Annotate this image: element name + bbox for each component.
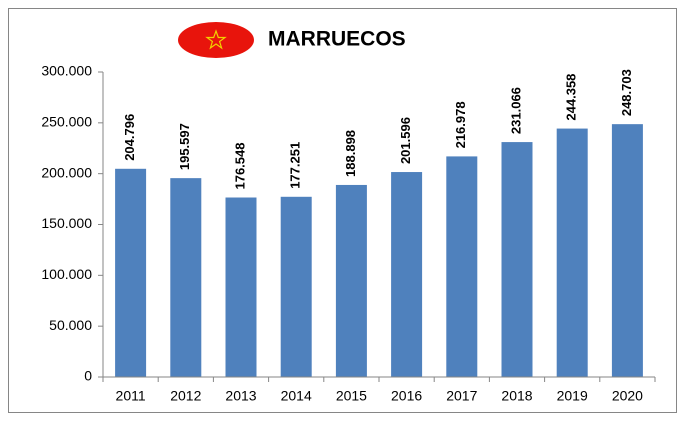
x-tick-label: 2018 — [501, 388, 532, 404]
y-tick-label: 300.000 — [41, 63, 92, 79]
bar — [556, 128, 588, 377]
x-tick-label: 2016 — [391, 388, 422, 404]
value-label: 176.548 — [232, 143, 247, 190]
bar — [335, 184, 367, 377]
bar — [446, 156, 478, 377]
x-tick-label: 2015 — [336, 388, 367, 404]
y-tick-label: 50.000 — [49, 317, 92, 333]
chart-title: MARRUECOS — [268, 28, 406, 51]
x-tick-label: 2017 — [446, 388, 477, 404]
flag — [178, 22, 254, 58]
value-label: 244.358 — [564, 74, 579, 121]
x-tick-label: 2012 — [170, 388, 201, 404]
bar — [170, 178, 202, 377]
y-tick-label: 100.000 — [41, 266, 92, 282]
value-label: 188.898 — [343, 130, 358, 177]
value-label: 231.066 — [508, 87, 523, 134]
bar — [501, 142, 533, 377]
y-tick-label: 150.000 — [41, 215, 92, 231]
flag-ellipse — [178, 22, 254, 58]
x-tick-label: 2020 — [612, 388, 643, 404]
x-tick-label: 2011 — [116, 388, 146, 404]
bar — [391, 172, 423, 377]
value-label: 177.251 — [288, 142, 303, 189]
x-tick-label: 2019 — [557, 388, 588, 404]
bar — [611, 124, 643, 377]
x-tick-label: 2014 — [281, 388, 312, 404]
y-tick-label: 0 — [84, 368, 92, 384]
x-tick-label: 2013 — [225, 388, 256, 404]
value-label: 201.596 — [398, 117, 413, 164]
flag-star — [205, 29, 227, 50]
value-label: 216.978 — [453, 101, 468, 148]
bar — [225, 197, 257, 377]
y-tick-label: 250.000 — [41, 114, 92, 130]
bar — [115, 168, 147, 377]
bar — [280, 196, 312, 377]
value-label: 204.796 — [122, 114, 137, 161]
value-label: 248.703 — [619, 69, 634, 116]
y-tick-label: 200.000 — [41, 164, 92, 180]
value-label: 195.597 — [177, 123, 192, 170]
